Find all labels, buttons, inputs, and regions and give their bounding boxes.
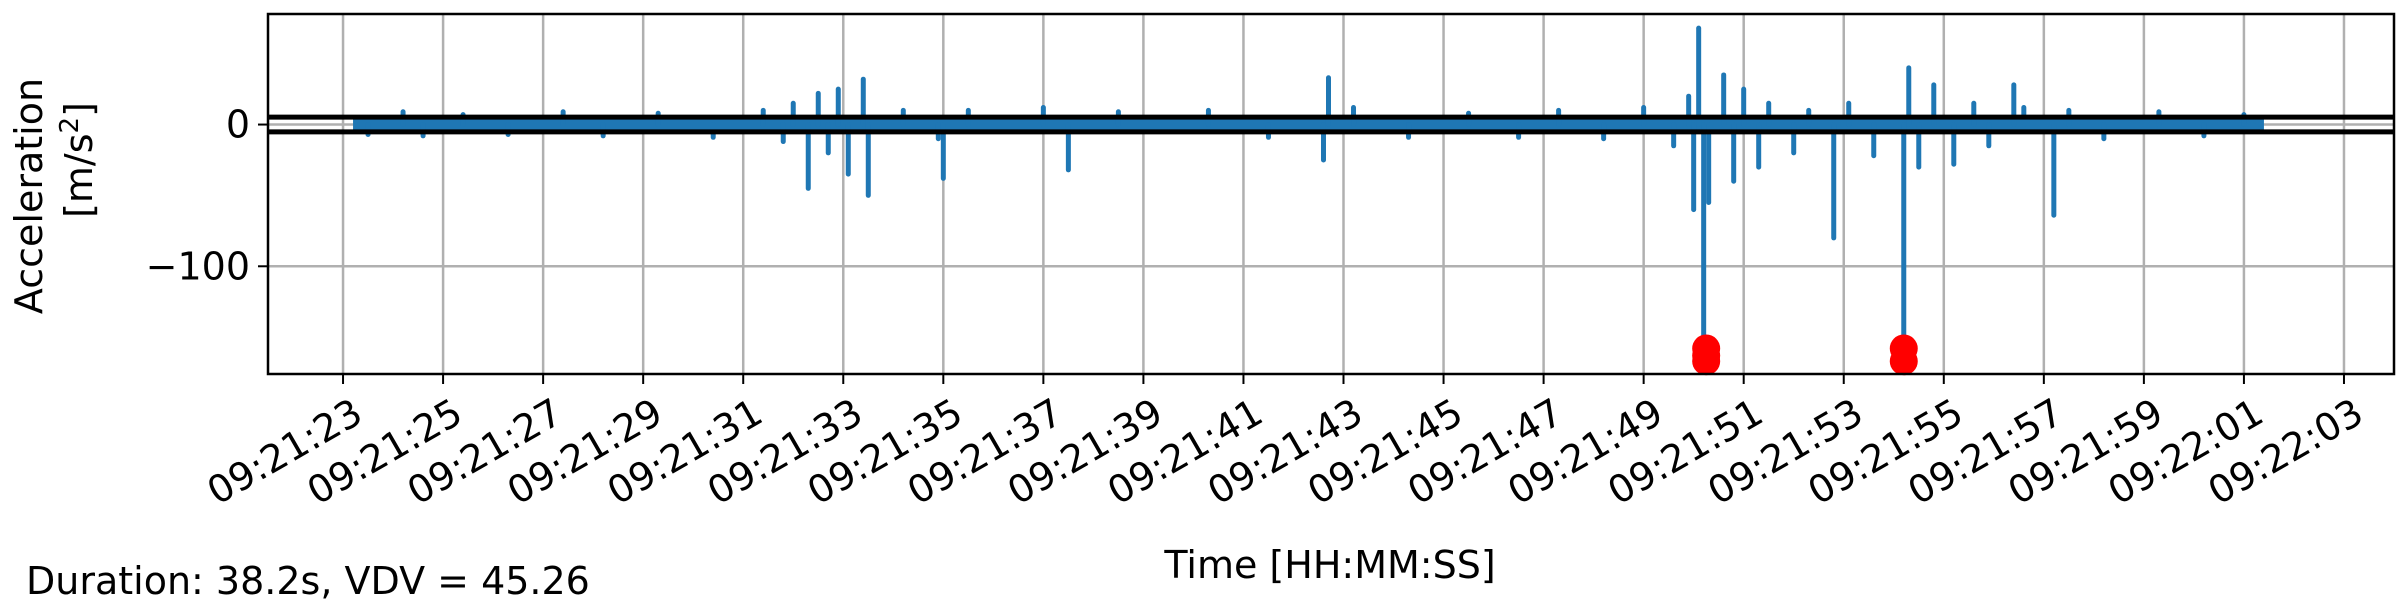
x-axis-label: Time [HH:MM:SS] [1163, 543, 1495, 587]
peak-marker [1692, 347, 1721, 376]
y-axis-label-line2: [m/s2] [55, 102, 101, 218]
peak-markers [1692, 334, 1918, 376]
y-axis-ticks: 0 −100 [146, 103, 268, 288]
y-axis-label-line1: Acceleration [7, 78, 51, 314]
grid [268, 14, 2394, 374]
y-axis-label-close: ] [57, 102, 101, 117]
signal-baseline-band [353, 118, 2264, 131]
y-axis-label-superscript: 2 [55, 117, 85, 134]
peak-marker [1889, 347, 1918, 376]
duration-vdv-note: Duration: 38.2s, VDV = 45.26 [26, 559, 590, 600]
y-tick-label: 0 [226, 103, 250, 147]
x-axis-ticks: 09:21:2309:21:2509:21:2709:21:2909:21:31… [200, 374, 2370, 513]
acceleration-series [353, 25, 2264, 368]
y-tick-label: −100 [146, 244, 250, 288]
threshold-lines [268, 114, 2394, 135]
y-axis-label-unit: [m/s [57, 133, 101, 217]
plot-frame [266, 12, 2396, 376]
